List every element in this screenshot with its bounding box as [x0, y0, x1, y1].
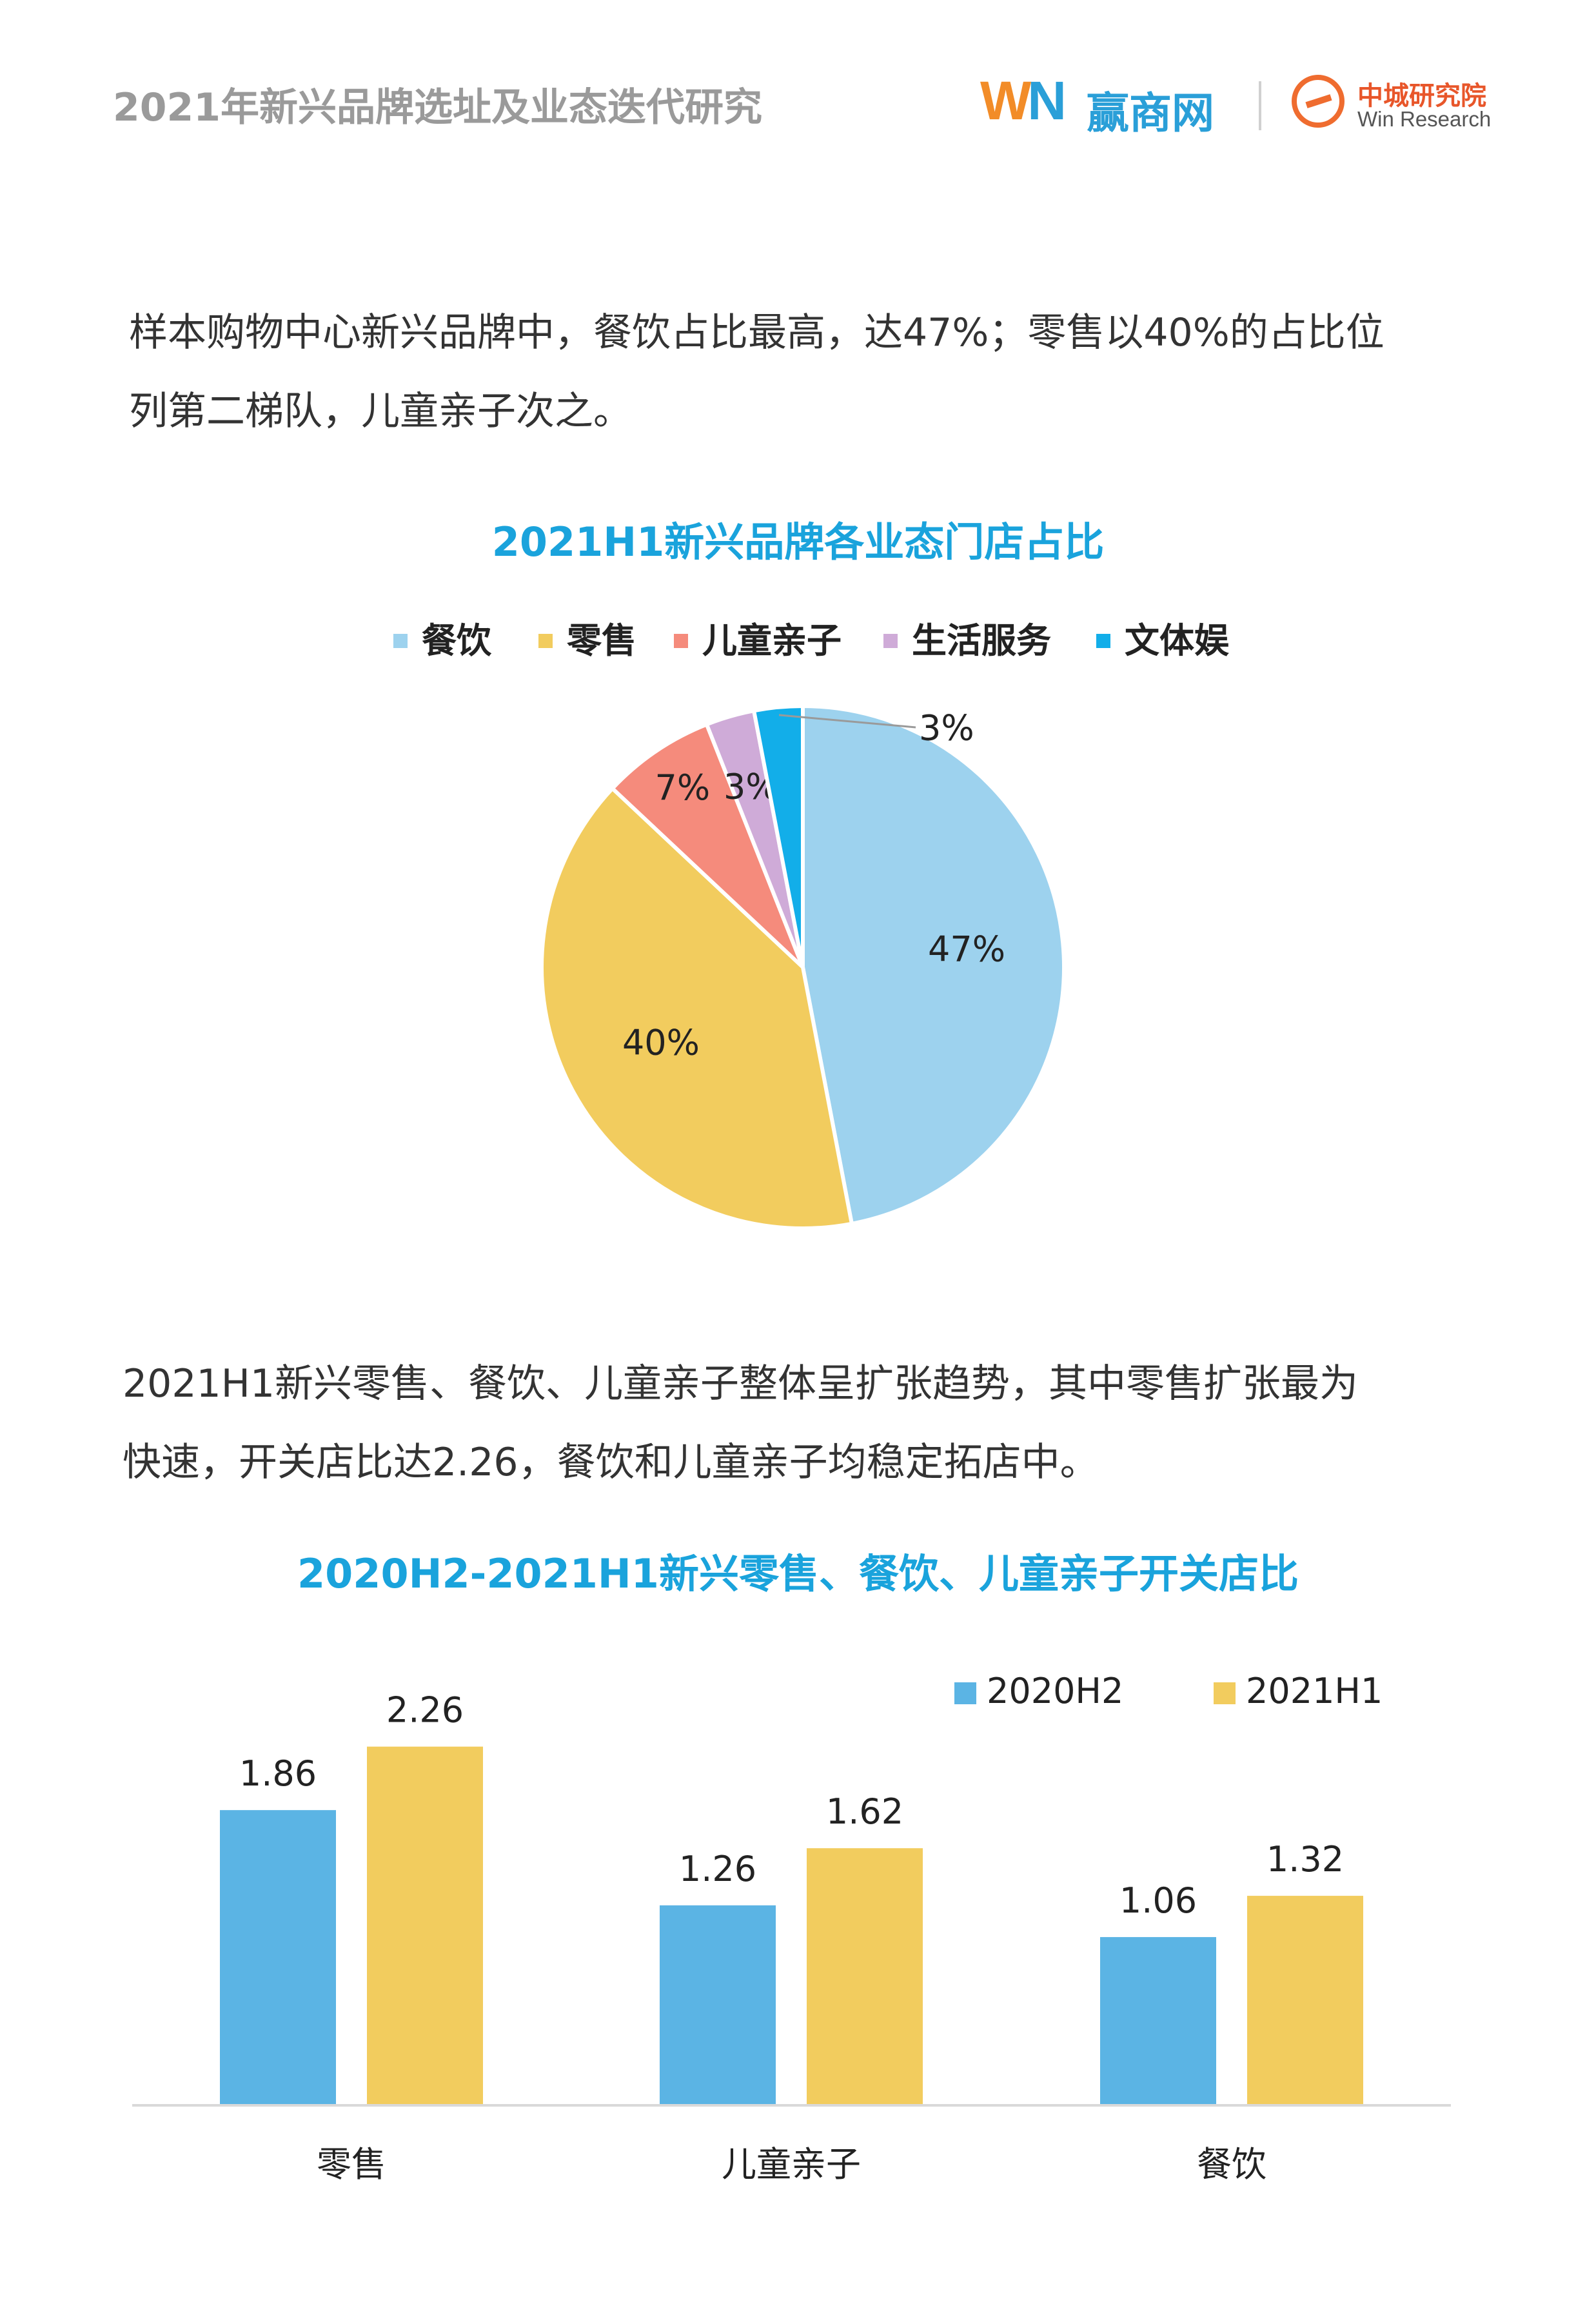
bar — [660, 1905, 776, 2105]
pie-slice — [751, 703, 805, 968]
page-header-title: 2021年新兴品牌选址及业态迭代研究 — [113, 85, 762, 130]
pie-legend-swatch — [1096, 634, 1110, 648]
intro-line-1: 样本购物中心新兴品牌中，餐饮占比最高，达47%；零售以40%的占比位 — [129, 310, 1384, 355]
win-research-logo-cn: 中城研究院 — [1357, 81, 1486, 111]
win-research-logo-en: Win Research — [1357, 107, 1492, 131]
pie-data-label: 47% — [928, 929, 1005, 970]
winshang-logo: WN — [980, 70, 1067, 131]
bar-data-label: 1.86 — [239, 1753, 317, 1794]
bar — [1100, 1937, 1216, 2105]
bar-chart-title: 2020H2-2021H1新兴零售、餐饮、儿童亲子开关店比 — [297, 1550, 1299, 1597]
bar-category-label: 餐饮 — [1197, 2144, 1266, 2185]
pie-chart-title: 2021H1新兴品牌各业态门店占比 — [491, 518, 1105, 566]
pie-slice — [801, 703, 1066, 1226]
pie-slice — [540, 785, 854, 1230]
pie-legend-swatch — [883, 634, 898, 648]
bar — [807, 1848, 923, 2105]
winshang-logo-text: 赢商网 — [1087, 88, 1214, 138]
bar-data-label: 2.26 — [386, 1690, 464, 1731]
pie-slice — [609, 722, 805, 969]
bar-legend-swatch — [1214, 1682, 1236, 1704]
intro-paragraph: 样本购物中心新兴品牌中，餐饮占比最高，达47%；零售以40%的占比位 列第二梯队… — [129, 293, 1483, 451]
pie-data-label: 3% — [919, 708, 974, 749]
bar-data-label: 1.26 — [679, 1849, 756, 1889]
pie-legend-label: 零售 — [567, 620, 636, 661]
pie-legend-swatch — [393, 634, 408, 648]
second-line-1: 2021H1新兴零售、餐饮、儿童亲子整体呈扩张趋势，其中零售扩张最为 — [123, 1361, 1358, 1406]
pie-data-label: 7% — [655, 767, 710, 808]
bar — [1247, 1896, 1363, 2105]
bar-legend-swatch — [954, 1682, 976, 1704]
logo-divider — [1259, 81, 1261, 130]
bar — [367, 1746, 483, 2105]
bar-legend-label: 2021H1 — [1246, 1671, 1383, 1711]
pie-legend-label: 生活服务 — [912, 620, 1051, 661]
intro-line-2: 列第二梯队，儿童亲子次之。 — [129, 389, 632, 434]
bar-category-label: 零售 — [317, 2144, 386, 2185]
bar-legend-label: 2020H2 — [987, 1671, 1123, 1711]
bar-data-label: 1.06 — [1119, 1880, 1197, 1921]
bar-data-label: 1.32 — [1266, 1839, 1344, 1880]
pie-legend-swatch — [674, 634, 688, 648]
pie-legend-label: 文体娱 — [1125, 620, 1229, 661]
pie-leader-line — [778, 714, 916, 729]
pie-legend-label: 餐饮 — [422, 620, 492, 661]
pie-legend-label: 儿童亲子 — [702, 620, 842, 661]
bar-category-label: 儿童亲子 — [722, 2144, 861, 2185]
pie-legend-swatch — [538, 634, 553, 648]
win-research-logo-icon — [1292, 75, 1345, 128]
second-paragraph: 2021H1新兴零售、餐饮、儿童亲子整体呈扩张趋势，其中零售扩张最为 快速，开关… — [123, 1344, 1477, 1502]
second-line-2: 快速，开关店比达2.26，餐饮和儿童亲子均稳定拓店中。 — [123, 1440, 1099, 1485]
pie-data-label: 40% — [622, 1023, 700, 1063]
bar-data-label: 1.62 — [826, 1791, 903, 1832]
bar — [220, 1810, 336, 2105]
